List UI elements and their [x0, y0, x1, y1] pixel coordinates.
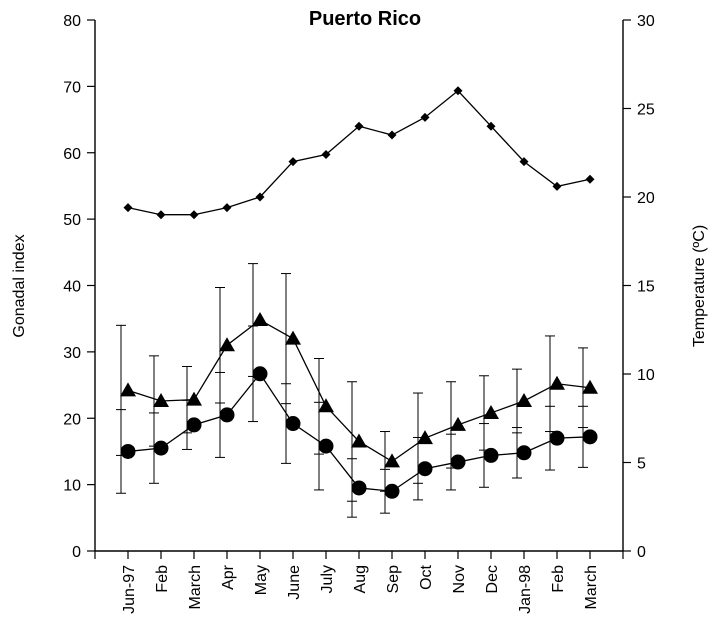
data-point: [420, 112, 430, 122]
data-point: [516, 392, 532, 407]
data-point: [285, 330, 301, 345]
y-tick-label: 10: [63, 478, 81, 495]
data-point: [153, 440, 169, 456]
y2-tick-label: 15: [637, 279, 655, 296]
y-tick-label: 40: [63, 279, 81, 296]
data-point: [123, 203, 133, 213]
data-point: [255, 192, 265, 202]
x-tick-label: Dec: [484, 565, 501, 593]
y-axis-label: Gonadal index: [11, 234, 28, 337]
x-tick-label: June: [286, 565, 303, 600]
data-point: [450, 416, 466, 431]
chart-marks: 0 10 20 30 40 50 60 70 80 0 5 10 15 20 25 30 Jun-97 Feb Ma…: [63, 13, 655, 614]
data-point: [351, 480, 367, 496]
series-line: [127, 89, 591, 216]
data-point: [222, 203, 232, 213]
y2-axis-label: Temperature (ºC): [691, 225, 708, 347]
x-tick-label: Jan-98: [517, 565, 534, 614]
x-tick-label: Feb: [154, 565, 171, 593]
data-point: [519, 157, 529, 167]
data-point: [321, 150, 331, 160]
y2-tick-label: 0: [637, 544, 646, 561]
data-point: [288, 157, 298, 167]
y-tick-label: 80: [63, 13, 81, 30]
data-point: [318, 438, 334, 454]
data-point: [483, 404, 499, 419]
y-tick-label: 30: [63, 345, 81, 362]
x-tick-label: July: [319, 565, 336, 593]
data-point: [483, 447, 499, 463]
data-point: [417, 430, 433, 445]
data-point: [486, 121, 496, 131]
x-tick-label: March: [187, 565, 204, 609]
data-point: [318, 398, 334, 413]
data-point: [285, 416, 301, 432]
data-point: [153, 392, 169, 407]
data-point: [189, 210, 199, 220]
y-tick-label: 20: [63, 411, 81, 428]
data-point: [384, 483, 400, 499]
x-tick-label: May: [253, 565, 270, 595]
data-point: [582, 379, 598, 394]
data-point: [387, 130, 397, 140]
x-tick-label: March: [583, 565, 600, 609]
data-point: [585, 174, 595, 184]
data-point: [516, 445, 532, 461]
data-point: [354, 121, 364, 131]
data-point: [186, 417, 202, 433]
x-tick-label: Sep: [385, 565, 402, 594]
x-tick-label: Aug: [352, 565, 369, 593]
x-tick-label: Jun-97: [121, 565, 138, 614]
data-point: [549, 430, 565, 446]
x-tick-label: Apr: [220, 564, 237, 590]
data-point: [120, 443, 136, 459]
x-tick-label: Feb: [550, 565, 567, 593]
y2-tick-label: 10: [637, 367, 655, 384]
data-point: [186, 391, 202, 406]
chart-title: Puerto Rico: [309, 8, 421, 30]
y2-tick-label: 20: [637, 190, 655, 207]
y-tick-label: 70: [63, 79, 81, 96]
data-point: [549, 375, 565, 390]
y-tick-label: 60: [63, 146, 81, 163]
data-point: [156, 210, 166, 220]
y-tick-label: 0: [72, 544, 81, 561]
x-tick-label: Oct: [418, 564, 435, 589]
y-tick-label: 50: [63, 212, 81, 229]
data-point: [384, 453, 400, 468]
y2-tick-label: 25: [637, 102, 655, 119]
data-point: [417, 461, 433, 477]
data-point: [552, 181, 562, 191]
data-point: [582, 429, 598, 445]
data-point: [351, 433, 367, 448]
data-point: [252, 366, 268, 382]
data-point: [120, 382, 136, 397]
data-point: [453, 86, 463, 96]
data-point: [219, 337, 235, 352]
x-tick-label: Nov: [451, 565, 468, 593]
data-point: [219, 407, 235, 423]
y2-tick-label: 30: [637, 13, 655, 30]
data-point: [450, 454, 466, 470]
data-point: [252, 312, 268, 327]
y2-tick-label: 5: [637, 456, 646, 473]
